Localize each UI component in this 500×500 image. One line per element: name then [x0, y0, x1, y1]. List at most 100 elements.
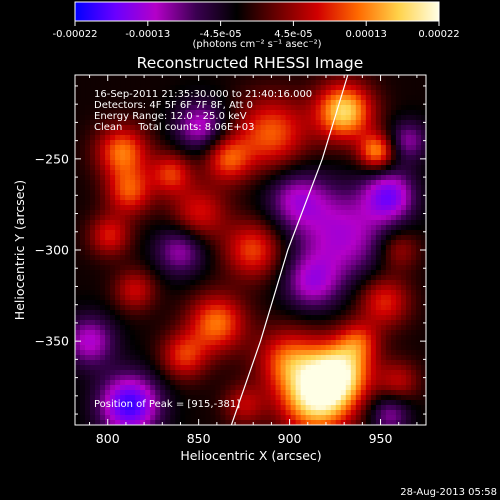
heatmap-cell: [325, 295, 332, 301]
heatmap-cell: [165, 100, 171, 106]
heatmap-cell: [135, 410, 141, 416]
heatmap-cell: [220, 280, 227, 286]
heatmap-cell: [295, 110, 302, 116]
heatmap-cell: [95, 100, 101, 106]
heatmap-cell: [410, 190, 417, 196]
heatmap-cell: [180, 255, 186, 261]
heatmap-cell: [170, 315, 176, 321]
heatmap-cell: [285, 310, 292, 316]
heatmap-cell: [195, 285, 201, 291]
heatmap-cell: [395, 330, 402, 336]
heatmap-cell: [350, 270, 357, 276]
heatmap-cell: [350, 365, 357, 371]
heatmap-cell: [330, 180, 337, 186]
heatmap-cell: [125, 405, 131, 411]
heatmap-cell: [130, 295, 136, 301]
heatmap-cell: [75, 95, 81, 101]
heatmap-cell: [225, 245, 232, 251]
heatmap-cell: [255, 80, 262, 86]
heatmap-cell: [220, 90, 227, 96]
heatmap-cell: [415, 115, 422, 121]
heatmap-cell: [190, 275, 196, 281]
heatmap-cell: [115, 230, 121, 236]
heatmap-cell: [335, 250, 342, 256]
heatmap-cell: [125, 105, 131, 111]
heatmap-cell: [230, 130, 237, 136]
heatmap-cell: [90, 115, 96, 121]
heatmap-cell: [225, 100, 232, 106]
heatmap-cell: [315, 135, 322, 141]
heatmap-cell: [405, 310, 412, 316]
heatmap-cell: [175, 235, 181, 241]
heatmap-cell: [175, 400, 181, 406]
heatmap-cell: [340, 325, 347, 331]
heatmap-cell: [290, 175, 297, 181]
heatmap-cell: [90, 110, 96, 116]
heatmap-cell: [240, 175, 247, 181]
heatmap-cell: [215, 190, 222, 196]
heatmap-cell: [215, 330, 222, 336]
heatmap-cell: [305, 140, 312, 146]
heatmap-cell: [180, 365, 186, 371]
heatmap-cell: [195, 135, 201, 141]
heatmap-cell: [390, 170, 397, 176]
heatmap-cell: [345, 360, 352, 366]
heatmap-cell: [410, 325, 417, 331]
heatmap-cell: [400, 200, 407, 206]
heatmap-cell: [300, 250, 307, 256]
heatmap-cell: [215, 250, 222, 256]
heatmap-cell: [320, 200, 327, 206]
heatmap-cell: [360, 180, 367, 186]
heatmap-cell: [355, 170, 362, 176]
heatmap-cell: [240, 75, 247, 81]
heatmap-cell: [380, 320, 387, 326]
heatmap-cell: [390, 345, 397, 351]
heatmap-cell: [220, 310, 227, 316]
heatmap-cell: [235, 190, 242, 196]
heatmap-cell: [310, 280, 317, 286]
heatmap-cell: [125, 90, 131, 96]
heatmap-cell: [380, 380, 387, 386]
heatmap-cell: [320, 320, 327, 326]
heatmap-cell: [330, 350, 337, 356]
heatmap-cell: [85, 310, 91, 316]
heatmap-cell: [200, 115, 206, 121]
heatmap-cell: [110, 345, 116, 351]
heatmap-cell: [105, 375, 111, 381]
heatmap-cell: [275, 415, 282, 421]
heatmap-cell: [110, 365, 116, 371]
heatmap-cell: [80, 400, 86, 406]
heatmap-cell: [85, 80, 91, 86]
heatmap-cell: [335, 385, 342, 391]
heatmap-cell: [245, 140, 252, 146]
heatmap-cell: [160, 300, 166, 306]
heatmap-cell: [345, 375, 352, 381]
heatmap-cell: [225, 225, 232, 231]
heatmap-cell: [370, 100, 377, 106]
heatmap-cell: [320, 300, 327, 306]
heatmap-cell: [175, 300, 181, 306]
heatmap-cell: [90, 100, 96, 106]
heatmap-cell: [230, 325, 237, 331]
heatmap-cell: [280, 230, 287, 236]
heatmap-cell: [285, 220, 292, 226]
heatmap-cell: [250, 230, 257, 236]
heatmap-cell: [310, 405, 317, 411]
heatmap-cell: [275, 380, 282, 386]
heatmap-cell: [325, 345, 332, 351]
heatmap-cell: [275, 145, 282, 151]
heatmap-cell: [225, 85, 232, 91]
colorbar-tick-label: 0.00022: [418, 29, 459, 40]
heatmap-cell: [95, 190, 101, 196]
heatmap-cell: [185, 400, 191, 406]
heatmap-cell: [200, 290, 206, 296]
heatmap-cell: [195, 175, 201, 181]
heatmap-cell: [75, 345, 81, 351]
heatmap-cell: [145, 310, 151, 316]
heatmap-cell: [90, 200, 96, 206]
heatmap-cell: [365, 85, 372, 91]
heatmap-cell: [395, 400, 402, 406]
heatmap-cell: [165, 230, 171, 236]
heatmap-cell: [400, 105, 407, 111]
heatmap-cell: [275, 200, 282, 206]
